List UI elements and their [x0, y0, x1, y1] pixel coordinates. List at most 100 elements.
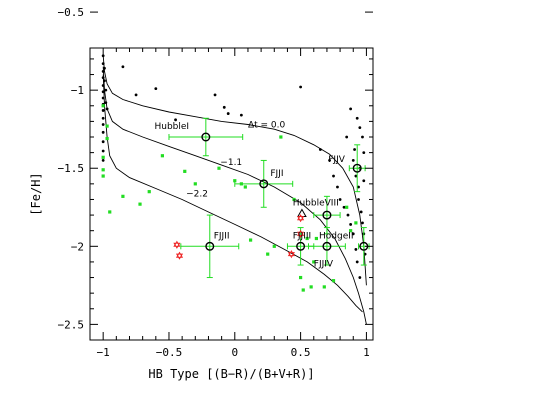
cluster-circle — [322, 210, 332, 220]
black-point — [154, 87, 158, 90]
cluster-circle — [322, 241, 332, 251]
plot-frame — [89, 47, 374, 341]
black-point — [134, 93, 138, 97]
red-star-markers — [173, 214, 305, 260]
black-point — [354, 174, 358, 178]
green-point — [279, 135, 283, 139]
black-point — [359, 210, 363, 214]
black-point — [351, 232, 355, 236]
black-point — [355, 116, 359, 120]
cluster-label: HubbleI — [154, 122, 189, 132]
black-point — [101, 159, 105, 162]
black-point — [345, 135, 349, 139]
black-point — [299, 85, 303, 89]
black-point — [357, 198, 360, 201]
black-point — [101, 90, 105, 94]
black-point — [103, 79, 106, 83]
y-axis-label: [Fe/H] — [29, 172, 43, 215]
green-point — [345, 205, 349, 209]
black-point — [222, 105, 226, 109]
green-point — [138, 202, 142, 206]
cluster-circle — [205, 241, 215, 251]
black-point — [355, 260, 359, 264]
black-point — [121, 65, 125, 69]
green-point — [108, 210, 112, 214]
green-point — [349, 229, 353, 233]
black-point — [101, 62, 105, 66]
x-tick-label: 1 — [363, 346, 370, 359]
black-point — [101, 149, 105, 153]
black-point — [213, 93, 217, 97]
black-point — [101, 76, 105, 80]
green-point — [292, 197, 296, 202]
black-point — [353, 148, 356, 151]
cluster-circle — [259, 179, 269, 189]
black-point — [226, 112, 230, 115]
y-tick-label: −2 — [71, 240, 84, 253]
axis-ticks: −1 −0.5 0 0.5 1 −2.5 −2 −1.5 −1 −0.5 — [58, 6, 373, 359]
black-point — [351, 159, 355, 162]
black-point — [239, 113, 243, 117]
cluster-circle — [352, 163, 362, 173]
green-point — [272, 244, 276, 248]
black-point — [328, 159, 331, 162]
black-points-series — [101, 54, 367, 279]
green-point — [312, 260, 316, 264]
black-point — [362, 151, 366, 155]
isochrone-label: −2.2 — [186, 189, 208, 199]
green-point — [322, 285, 326, 289]
x-tick-label: −1 — [97, 346, 110, 359]
x-tick-label: −0.5 — [156, 346, 183, 359]
red-star-up — [175, 251, 184, 258]
y-tick-label: −1.5 — [58, 162, 85, 175]
black-point — [342, 205, 346, 209]
black-point — [358, 276, 362, 279]
black-point — [354, 248, 358, 251]
black-point — [363, 252, 367, 256]
cluster-label: FJJV — [328, 155, 345, 165]
black-point — [174, 118, 177, 122]
black-point — [101, 140, 105, 144]
red-star-up — [287, 250, 295, 257]
green-point — [147, 190, 151, 194]
y-tick-label: −1 — [71, 84, 84, 97]
black-point — [357, 185, 360, 189]
black-point — [361, 135, 364, 139]
green-point — [243, 185, 247, 189]
black-point — [346, 213, 350, 217]
green-point — [217, 166, 221, 170]
black-point — [332, 174, 335, 178]
green-point — [193, 182, 197, 186]
black-point — [349, 107, 353, 111]
red-star-down — [175, 253, 184, 260]
green-point — [266, 252, 270, 256]
green-point — [331, 279, 336, 283]
black-point — [104, 101, 108, 105]
black-point — [101, 84, 105, 87]
green-point — [301, 288, 305, 292]
black-point — [349, 223, 353, 226]
black-point — [358, 126, 362, 130]
red-star-up — [173, 240, 181, 247]
cluster-label: FJJII — [214, 232, 230, 242]
green-point — [101, 104, 105, 108]
green-point — [299, 275, 303, 280]
y-tick-label: −0.5 — [58, 6, 85, 19]
black-point — [105, 107, 109, 111]
black-point — [362, 179, 366, 183]
black-point — [361, 221, 364, 225]
green-point — [105, 124, 109, 128]
red-star-down — [173, 242, 181, 249]
red-star-up — [297, 229, 305, 236]
green-point — [354, 221, 358, 225]
isochrone-line — [102, 74, 363, 313]
black-point — [101, 96, 105, 100]
red-star-down — [287, 252, 295, 259]
green-point — [309, 285, 313, 289]
red-star-down — [297, 216, 305, 223]
green-point — [233, 179, 237, 183]
green-point — [248, 238, 253, 242]
black-point — [338, 198, 342, 201]
cluster-label: HubbleVIII — [293, 199, 339, 209]
